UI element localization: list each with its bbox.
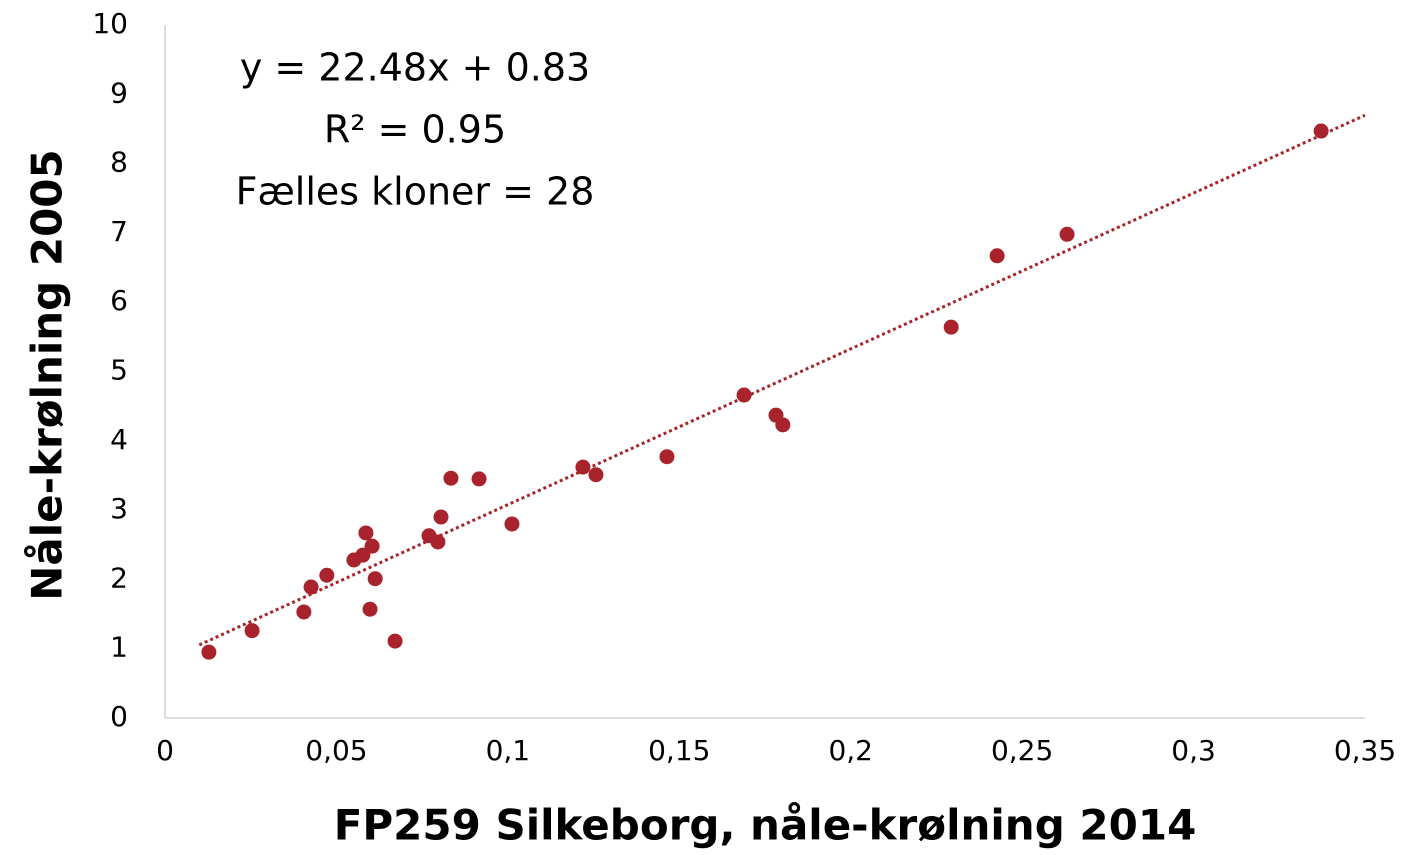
equation: y = 22.48x + 0.83 bbox=[240, 46, 590, 90]
point bbox=[433, 509, 449, 525]
point bbox=[362, 601, 378, 617]
point bbox=[244, 623, 260, 639]
y-tick-label: 9 bbox=[110, 76, 128, 109]
y-tick-label: 5 bbox=[110, 354, 128, 387]
x-tick-label: 0,15 bbox=[648, 734, 710, 767]
point bbox=[659, 449, 675, 465]
x-tick-label: 0,35 bbox=[1334, 734, 1396, 767]
point bbox=[775, 417, 791, 433]
r-squared: R² = 0.95 bbox=[324, 108, 506, 152]
y-tick-label: 8 bbox=[110, 146, 128, 179]
clone-count: Fælles kloner = 28 bbox=[236, 170, 595, 214]
y-tick-label: 1 bbox=[110, 631, 128, 664]
point bbox=[358, 525, 374, 541]
y-tick-label: 2 bbox=[110, 561, 128, 594]
point bbox=[430, 534, 446, 550]
x-axis-label: FP259 Silkeborg, nåle-krølning 2014 bbox=[334, 801, 1197, 850]
point bbox=[588, 467, 604, 483]
y-tick-label: 6 bbox=[110, 284, 128, 317]
point bbox=[504, 516, 520, 532]
x-tick-label: 0,25 bbox=[991, 734, 1053, 767]
y-tick-label: 3 bbox=[110, 492, 128, 525]
x-tick-label: 0,05 bbox=[305, 734, 367, 767]
y-tick-label: 4 bbox=[110, 423, 128, 456]
point bbox=[319, 567, 335, 583]
y-tick-label: 7 bbox=[110, 215, 128, 248]
point bbox=[1313, 123, 1329, 139]
point bbox=[201, 644, 217, 660]
point bbox=[471, 471, 487, 487]
point bbox=[364, 538, 380, 554]
point bbox=[575, 459, 591, 475]
point bbox=[296, 604, 312, 620]
point bbox=[303, 579, 319, 595]
point bbox=[387, 633, 403, 649]
x-tick-label: 0,3 bbox=[1171, 734, 1216, 767]
x-tick-label: 0,2 bbox=[828, 734, 873, 767]
point bbox=[736, 387, 752, 403]
x-tick-label: 0,1 bbox=[486, 734, 531, 767]
y-tick-label: 10 bbox=[92, 7, 128, 40]
x-tick-label: 0 bbox=[156, 734, 174, 767]
point bbox=[367, 571, 383, 587]
point bbox=[355, 547, 371, 563]
point bbox=[989, 248, 1005, 264]
y-axis-label: Nåle-krølning 2005 bbox=[23, 149, 72, 600]
point bbox=[943, 319, 959, 335]
point bbox=[1059, 226, 1075, 242]
y-tick-label: 0 bbox=[110, 700, 128, 733]
point bbox=[443, 470, 459, 486]
